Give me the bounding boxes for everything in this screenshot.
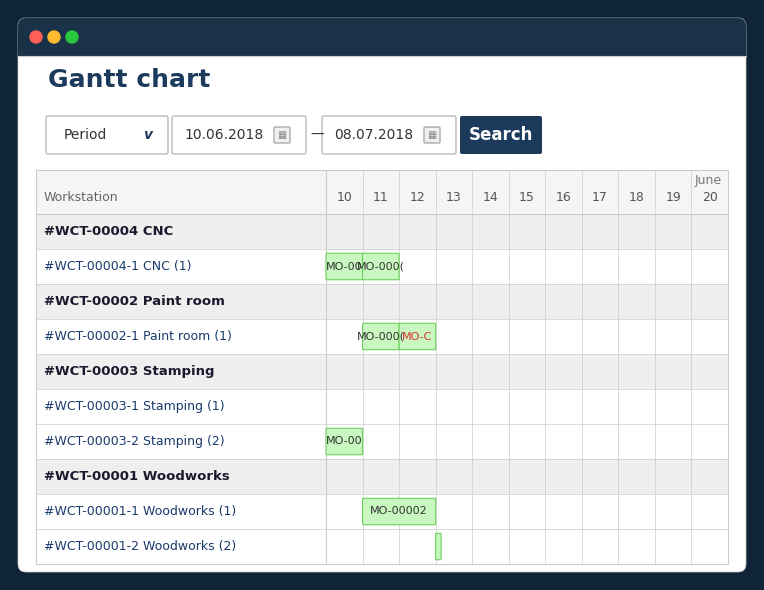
Text: #WCT-00003-1 Stamping (1): #WCT-00003-1 Stamping (1) <box>44 400 225 413</box>
FancyBboxPatch shape <box>46 116 168 154</box>
Text: 18: 18 <box>629 191 645 204</box>
Bar <box>36 459 728 494</box>
Text: #WCT-00004-1 CNC (1): #WCT-00004-1 CNC (1) <box>44 260 192 273</box>
FancyBboxPatch shape <box>18 18 746 56</box>
Text: 14: 14 <box>483 191 498 204</box>
Text: v: v <box>144 128 153 142</box>
Text: #WCT-00001-2 Woodworks (2): #WCT-00001-2 Woodworks (2) <box>44 540 236 553</box>
Text: 20: 20 <box>702 191 717 204</box>
FancyBboxPatch shape <box>460 116 542 154</box>
FancyBboxPatch shape <box>326 428 363 455</box>
Text: 13: 13 <box>446 191 461 204</box>
Text: #WCT-00003 Stamping: #WCT-00003 Stamping <box>44 365 215 378</box>
Bar <box>36 284 728 319</box>
FancyBboxPatch shape <box>363 253 399 280</box>
FancyBboxPatch shape <box>363 498 435 525</box>
FancyBboxPatch shape <box>399 323 435 350</box>
Text: MO-000(: MO-000( <box>357 332 405 342</box>
Text: ▦: ▦ <box>427 130 436 140</box>
Bar <box>36 249 728 284</box>
FancyBboxPatch shape <box>435 533 441 560</box>
FancyBboxPatch shape <box>274 127 290 143</box>
Text: MO-00: MO-00 <box>326 437 363 447</box>
Bar <box>18 37 746 56</box>
Bar <box>36 170 728 564</box>
Text: Period: Period <box>64 128 108 142</box>
Text: MO-00: MO-00 <box>326 261 363 271</box>
Bar <box>36 529 728 564</box>
FancyBboxPatch shape <box>18 18 746 572</box>
Text: 17: 17 <box>592 191 608 204</box>
FancyBboxPatch shape <box>363 323 399 350</box>
Circle shape <box>66 31 78 43</box>
Text: #WCT-00004 CNC: #WCT-00004 CNC <box>44 225 173 238</box>
Text: #WCT-00002 Paint room: #WCT-00002 Paint room <box>44 295 225 308</box>
Text: ▦: ▦ <box>277 130 286 140</box>
Text: Gantt chart: Gantt chart <box>48 68 210 92</box>
Text: Workstation: Workstation <box>44 191 118 204</box>
Bar <box>36 170 728 214</box>
Text: #WCT-00001 Woodworks: #WCT-00001 Woodworks <box>44 470 230 483</box>
Bar <box>36 494 728 529</box>
FancyBboxPatch shape <box>424 127 440 143</box>
Text: #WCT-00001-1 Woodworks (1): #WCT-00001-1 Woodworks (1) <box>44 505 236 518</box>
Bar <box>36 214 728 249</box>
Text: 16: 16 <box>555 191 571 204</box>
Bar <box>36 389 728 424</box>
Text: 11: 11 <box>373 191 389 204</box>
Text: Search: Search <box>469 126 533 144</box>
Text: —: — <box>310 128 324 142</box>
Text: MO-C: MO-C <box>402 332 432 342</box>
Bar <box>36 354 728 389</box>
Text: MO-000(: MO-000( <box>357 261 405 271</box>
Bar <box>36 319 728 354</box>
Circle shape <box>48 31 60 43</box>
Text: 10: 10 <box>336 191 352 204</box>
Text: 08.07.2018: 08.07.2018 <box>334 128 413 142</box>
FancyBboxPatch shape <box>322 116 456 154</box>
Bar <box>36 424 728 459</box>
Text: #WCT-00003-2 Stamping (2): #WCT-00003-2 Stamping (2) <box>44 435 225 448</box>
Text: June: June <box>695 174 722 187</box>
Text: #WCT-00002-1 Paint room (1): #WCT-00002-1 Paint room (1) <box>44 330 232 343</box>
FancyBboxPatch shape <box>326 253 363 280</box>
Text: 12: 12 <box>410 191 426 204</box>
Text: MO-00002: MO-00002 <box>371 506 428 516</box>
Text: 15: 15 <box>519 191 535 204</box>
Text: 19: 19 <box>665 191 681 204</box>
Text: 10.06.2018: 10.06.2018 <box>184 128 264 142</box>
FancyBboxPatch shape <box>172 116 306 154</box>
Circle shape <box>30 31 42 43</box>
